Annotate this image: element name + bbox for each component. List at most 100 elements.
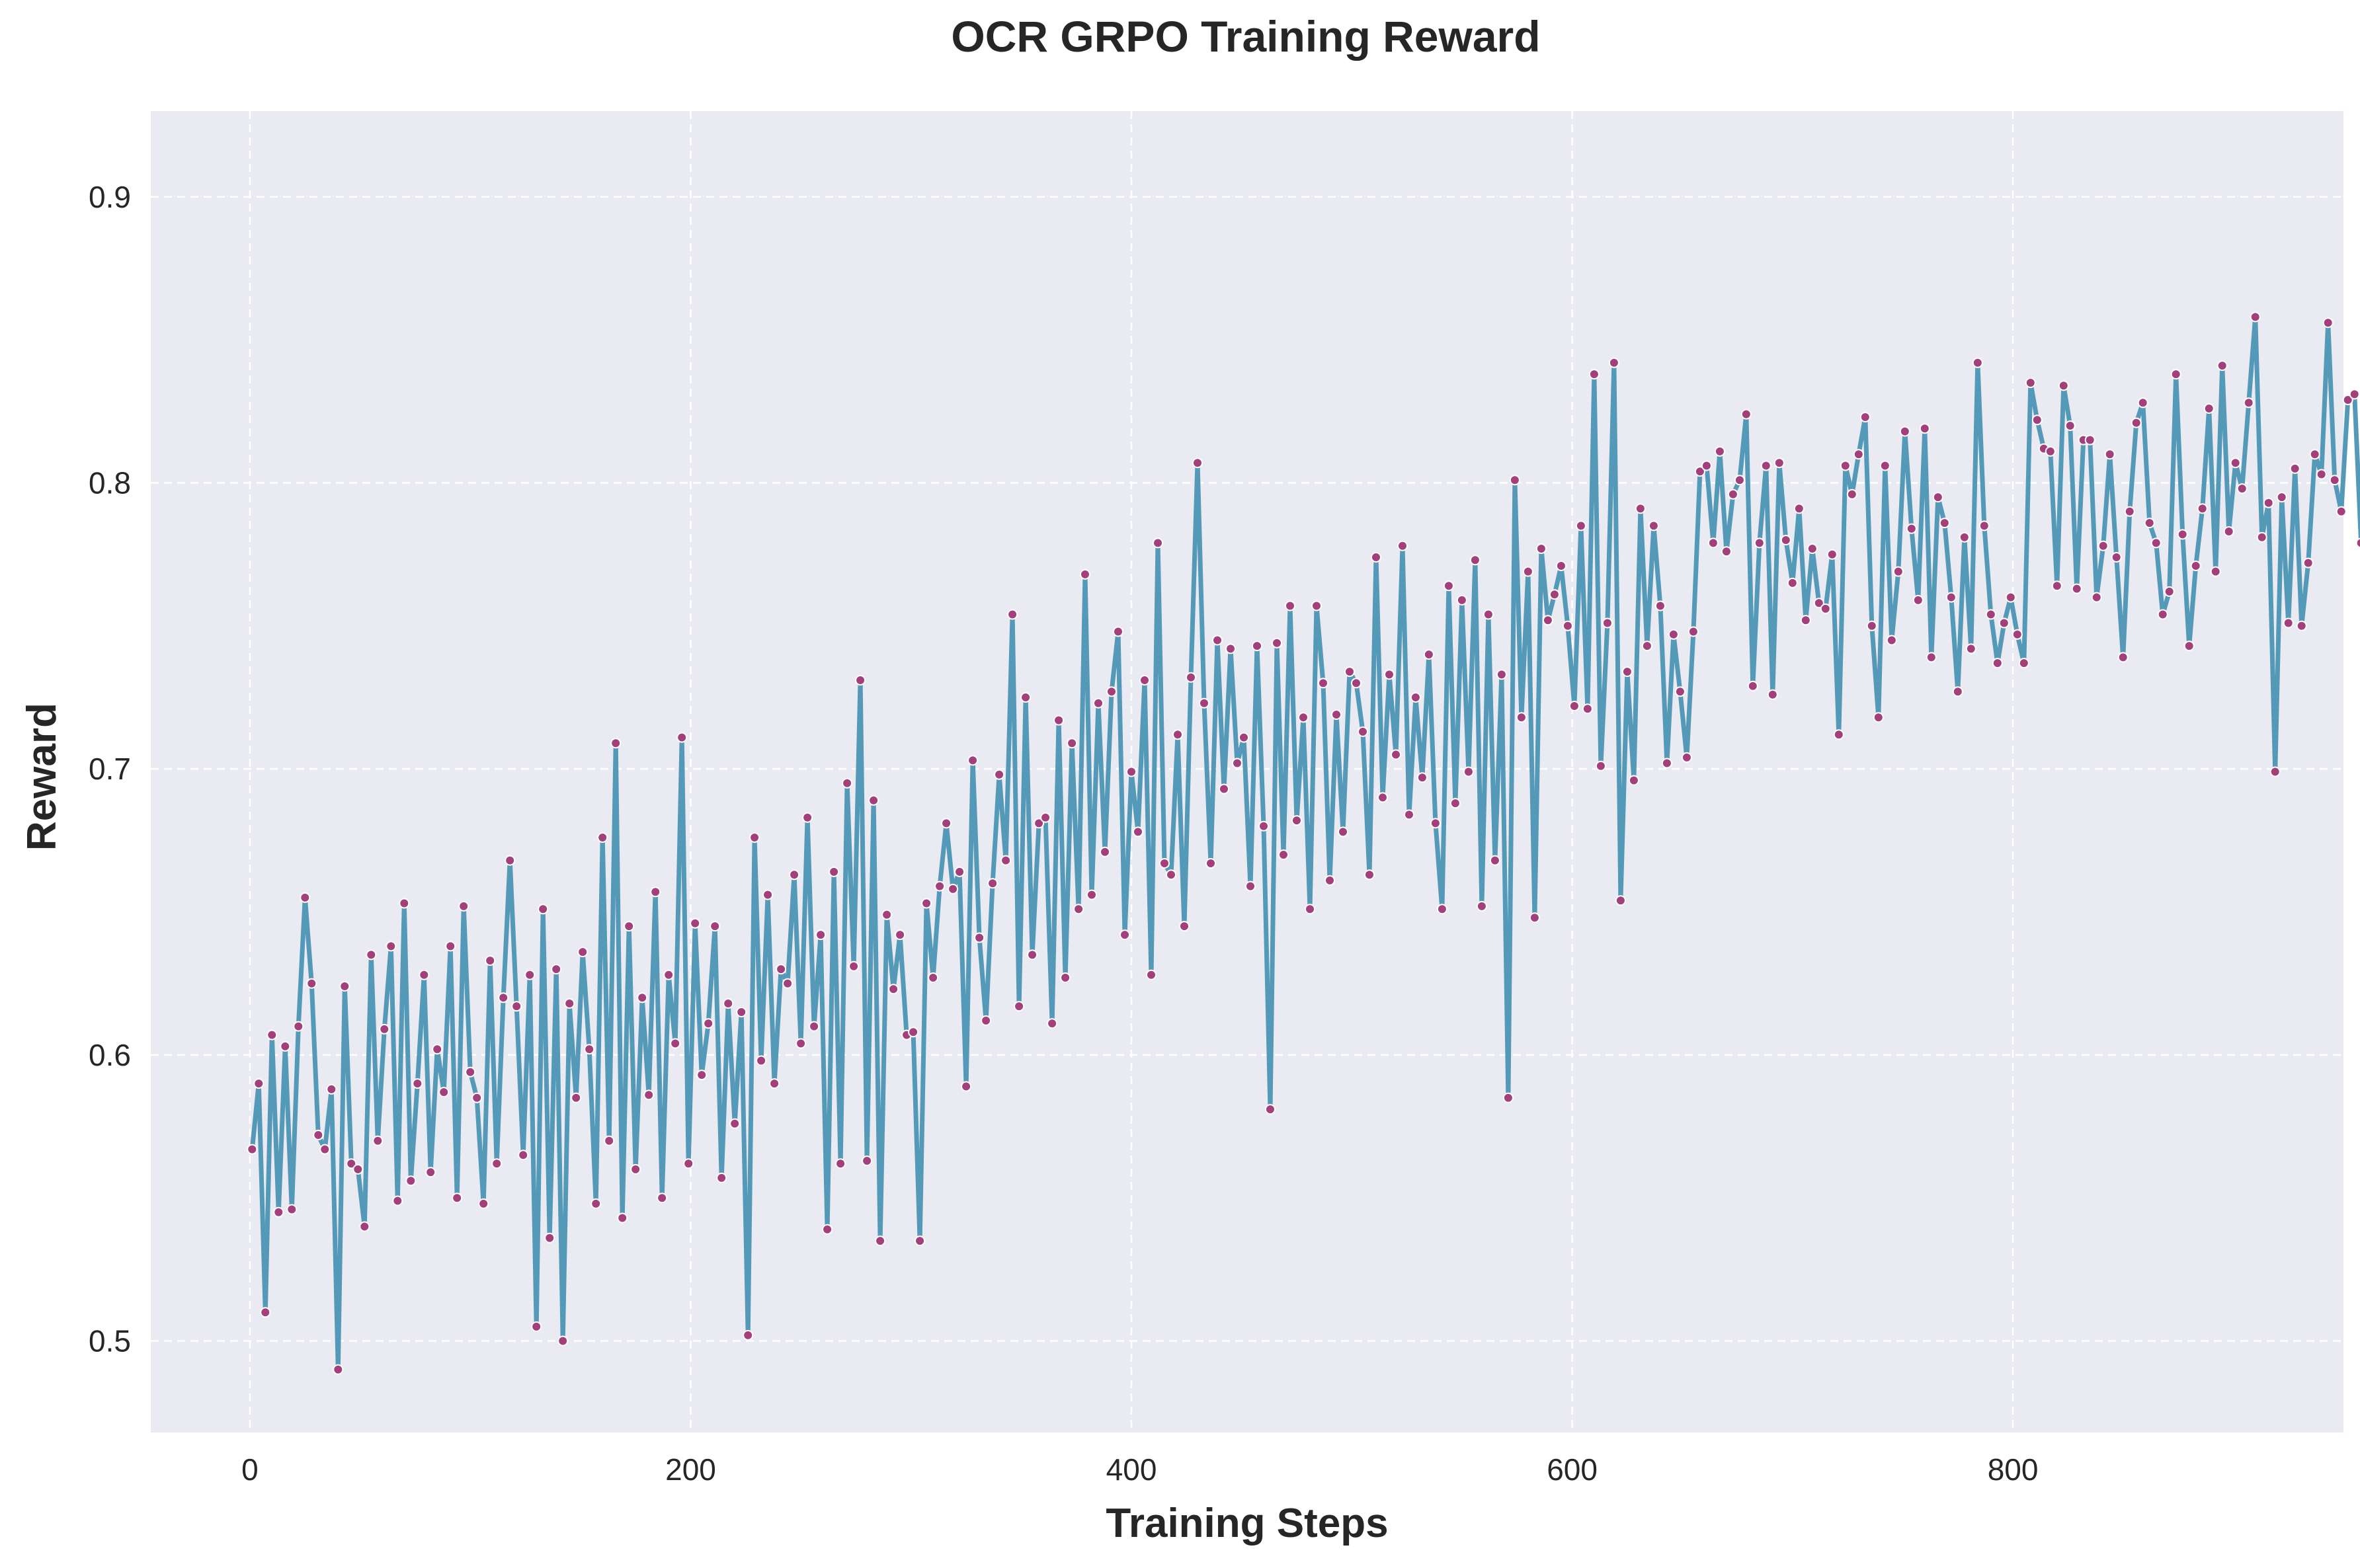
data-point (1549, 589, 1560, 600)
data-point (2164, 586, 2175, 597)
data-point (1351, 678, 1362, 689)
y-tick-label: 0.6 (89, 1038, 131, 1072)
data-point (895, 929, 906, 941)
data-point (2217, 360, 2228, 372)
data-point (2031, 414, 2043, 426)
data-point (776, 964, 787, 975)
data-point (1714, 446, 1725, 457)
data-point (1754, 537, 1765, 549)
data-point (610, 738, 622, 749)
data-point (1608, 357, 1619, 368)
data-point (1384, 669, 1395, 680)
data-point (842, 777, 853, 789)
data-point (1846, 489, 1857, 500)
data-point (1225, 643, 1236, 654)
data-point (405, 1175, 417, 1187)
data-point (1298, 712, 1309, 723)
data-point (1034, 818, 1045, 829)
data-point (908, 1027, 919, 1038)
data-point (273, 1206, 284, 1218)
data-point (1483, 609, 1494, 620)
data-point (531, 1321, 542, 1332)
x-tick-label: 400 (1106, 1452, 1157, 1487)
data-point (1436, 904, 1447, 915)
data-point (729, 1118, 741, 1129)
data-point (2203, 403, 2215, 414)
data-point (1027, 949, 1038, 960)
data-point (280, 1040, 291, 1052)
data-point (300, 892, 311, 903)
data-point (743, 1329, 754, 1341)
data-point (1582, 703, 1593, 715)
data-point (518, 1150, 529, 1161)
data-point (1509, 475, 1520, 486)
data-point (1456, 594, 1467, 606)
data-point (1595, 760, 1606, 771)
data-point (2144, 518, 2155, 529)
data-point (1166, 869, 1176, 881)
data-point (1945, 592, 1957, 603)
data-point (762, 889, 774, 900)
reward-series-line (249, 315, 2360, 1372)
data-point (617, 1212, 628, 1224)
data-point (326, 1083, 337, 1095)
data-point (881, 909, 893, 920)
data-point (1978, 520, 1990, 531)
data-point (386, 941, 397, 952)
data-point (584, 1044, 595, 1055)
data-point (1192, 457, 1203, 469)
data-point (1126, 766, 1137, 777)
data-point (478, 1198, 489, 1209)
data-point (333, 1364, 344, 1375)
data-point (2025, 377, 2036, 388)
data-point (2349, 389, 2360, 400)
data-point (445, 941, 456, 952)
data-point (1740, 409, 1752, 420)
data-point (366, 949, 377, 960)
data-point (1892, 566, 1904, 577)
data-point (630, 1163, 641, 1175)
data-point (1265, 1104, 1276, 1115)
data-point (2150, 537, 2162, 549)
data-point (1833, 729, 1844, 740)
data-point (452, 1193, 463, 1204)
data-point (1047, 1018, 1058, 1029)
data-point (1159, 858, 1170, 869)
data-point (934, 881, 946, 892)
data-point (1179, 921, 1190, 932)
data-point (802, 812, 813, 823)
data-point (1674, 686, 1686, 697)
data-point (1621, 666, 1633, 678)
data-point (1760, 460, 1771, 471)
y-tick-label: 0.5 (89, 1324, 131, 1358)
data-point (1681, 752, 1692, 763)
data-point (1800, 615, 1811, 626)
data-point (822, 1224, 833, 1235)
data-point (359, 1221, 370, 1232)
data-point (1813, 598, 1824, 609)
data-point (2183, 641, 2195, 652)
data-point (2302, 557, 2314, 568)
data-point (551, 964, 562, 975)
data-point (2329, 475, 2340, 486)
data-point (419, 969, 430, 980)
data-point (1397, 540, 1408, 551)
data-point (716, 1172, 727, 1183)
data-point (1992, 658, 2003, 669)
data-point (1535, 543, 1547, 554)
data-point (260, 1307, 271, 1318)
data-point (809, 1021, 820, 1032)
data-point (1007, 609, 1018, 620)
data-point (1060, 972, 1071, 983)
data-point (604, 1135, 615, 1146)
y-tick-label: 0.8 (89, 465, 131, 500)
data-point (1106, 686, 1117, 697)
data-point (769, 1078, 780, 1089)
data-point (815, 929, 827, 941)
data-point (915, 1235, 926, 1247)
data-point (465, 1066, 476, 1078)
data-point (1410, 692, 1421, 703)
data-point (789, 869, 800, 881)
grid-lines (151, 111, 2343, 1432)
data-point (1542, 615, 1553, 626)
